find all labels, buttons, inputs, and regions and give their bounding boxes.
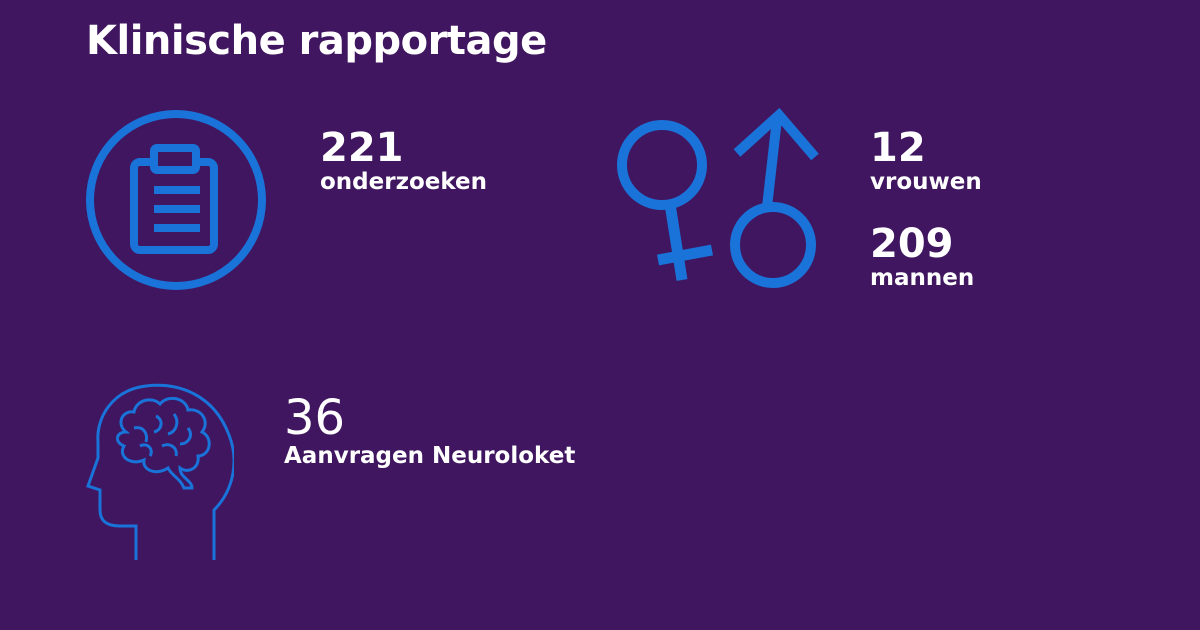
stat-mannen: 209 mannen bbox=[870, 224, 974, 291]
stat-mannen-label: mannen bbox=[870, 265, 975, 291]
stat-neuroloket-value: 36 bbox=[284, 390, 346, 446]
clipboard-icon bbox=[86, 110, 266, 290]
stat-onderzoeken: 221 onderzoeken bbox=[320, 128, 487, 195]
stat-mannen-value: 209 bbox=[870, 221, 954, 267]
female-symbol-icon bbox=[617, 120, 714, 281]
male-symbol-icon bbox=[730, 107, 819, 288]
stat-vrouwen: 12 vrouwen bbox=[870, 128, 982, 195]
stat-neuroloket-label: Aanvragen Neuroloket bbox=[284, 443, 576, 469]
stat-neuroloket: 36 Aanvragen Neuroloket bbox=[284, 394, 575, 469]
head-brain-icon bbox=[86, 383, 234, 560]
stat-onderzoeken-label: onderzoeken bbox=[320, 169, 488, 195]
stat-vrouwen-label: vrouwen bbox=[870, 169, 982, 195]
page-title: Klinische rapportage bbox=[86, 18, 547, 64]
stat-onderzoeken-value: 221 bbox=[320, 125, 404, 171]
stat-vrouwen-value: 12 bbox=[870, 125, 926, 171]
